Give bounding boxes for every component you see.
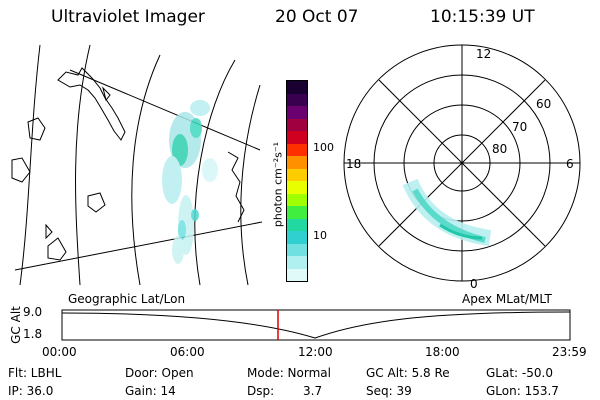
info-gain: Gain: 14 xyxy=(125,384,176,398)
info-glat: GLat: -50.0 xyxy=(486,366,553,380)
x-tick-2359: 23:59 xyxy=(552,345,587,359)
info-dsp-label: Dsp: xyxy=(247,384,275,398)
time: 10:15:39 UT xyxy=(430,7,535,27)
x-tick-1800: 18:00 xyxy=(425,345,460,359)
x-tick-1200: 12:00 xyxy=(298,345,333,359)
info-ip: IP: 36.0 xyxy=(8,384,54,398)
polar-label: Apex MLat/MLT xyxy=(462,292,552,306)
colorbar-tick-100: 100 xyxy=(313,141,334,154)
info-mode: Mode: Normal xyxy=(247,366,331,380)
info-flt: Flt: LBHL xyxy=(8,366,62,380)
info-gc-alt: GC Alt: 5.8 Re xyxy=(366,366,450,380)
date: 20 Oct 07 xyxy=(275,7,359,27)
x-tick-0600: 06:00 xyxy=(170,345,205,359)
polar-hour-0: 0 xyxy=(470,277,478,291)
info-seq: Seq: 39 xyxy=(366,384,412,398)
polar-lat-80: 80 xyxy=(492,142,508,156)
altitude-tick-low: 1.8 xyxy=(23,327,43,341)
x-tick-0000: 00:00 xyxy=(42,345,77,359)
altitude-tick-high: 9.0 xyxy=(23,305,43,319)
polar-lat-60: 60 xyxy=(536,97,552,111)
info-glon: GLon: 153.7 xyxy=(486,384,559,398)
colorbar-tick-10: 10 xyxy=(313,229,327,242)
polar-lat-70: 70 xyxy=(512,120,528,134)
polar-hour-12: 12 xyxy=(476,47,492,61)
colorbar xyxy=(286,80,308,282)
polar-hour-18: 18 xyxy=(346,157,362,171)
title: Ultraviolet Imager xyxy=(51,7,205,27)
info-door: Door: Open xyxy=(125,366,194,380)
map-label: Geographic Lat/Lon xyxy=(68,292,186,306)
info-dsp-value: 3.7 xyxy=(303,384,323,398)
polar-hour-6: 6 xyxy=(566,157,574,171)
